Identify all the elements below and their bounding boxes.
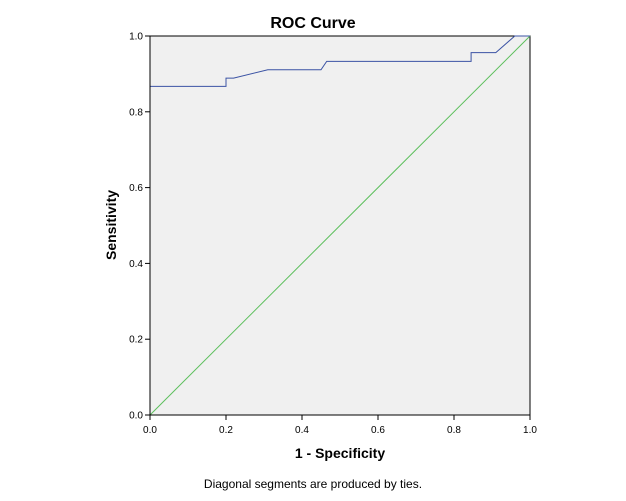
y-tick-label: 0.2 [129, 335, 143, 346]
y-tick-label: 0.0 [129, 411, 143, 422]
x-tick-label: 1.0 [523, 425, 537, 436]
x-axis-label: 1 - Specificity [295, 445, 385, 461]
y-tick-label: 1.0 [129, 32, 143, 43]
x-tick-label: 0.6 [371, 425, 385, 436]
chart-title: ROC Curve [270, 15, 355, 32]
x-tick-label: 0.2 [219, 425, 233, 436]
y-tick-label: 0.6 [129, 183, 143, 194]
x-tick-label: 0.4 [295, 425, 309, 436]
reference-diagonal-line [149, 35, 531, 416]
y-tick-label: 0.8 [129, 107, 143, 118]
x-tick-label: 0.0 [143, 425, 157, 436]
roc-curve-line [150, 35, 530, 87]
x-tick-label: 0.8 [447, 425, 461, 436]
y-axis-label: Sensitivity [103, 190, 119, 260]
footnote: Diagonal segments are produced by ties. [204, 477, 422, 491]
y-tick-label: 0.4 [129, 259, 143, 270]
